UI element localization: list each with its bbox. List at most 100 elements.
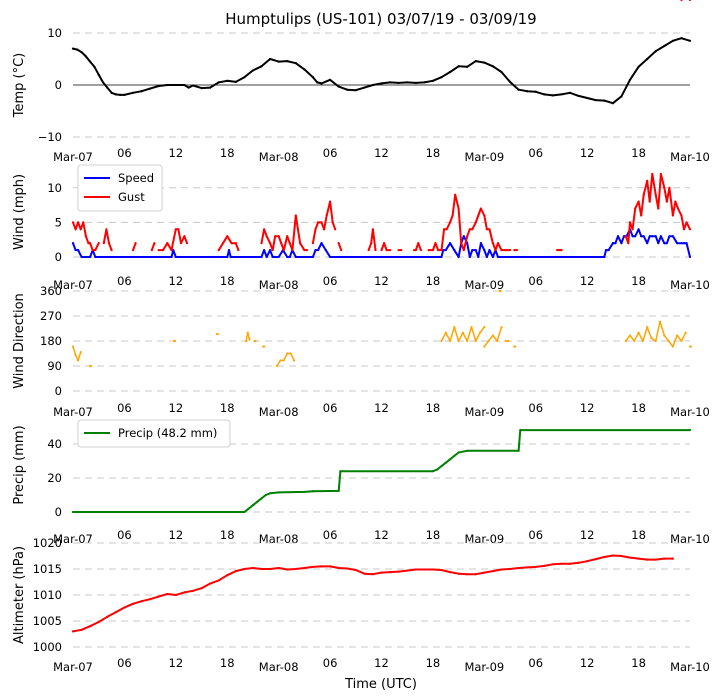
data-point xyxy=(397,570,400,573)
data-point xyxy=(320,82,323,85)
data-point xyxy=(173,339,177,343)
data-point xyxy=(654,558,657,561)
x-tick-label: 06 xyxy=(323,146,338,160)
series-gust-line xyxy=(624,172,691,245)
data-point xyxy=(84,235,87,238)
legend-box xyxy=(77,419,231,448)
data-point xyxy=(89,60,92,63)
data-point xyxy=(71,345,75,348)
series-gust-line xyxy=(158,228,188,252)
data-point xyxy=(674,200,677,203)
data-point xyxy=(457,339,460,343)
data-point xyxy=(453,248,456,252)
data-point xyxy=(448,339,452,343)
data-point xyxy=(254,339,257,343)
data-point xyxy=(71,47,75,50)
data-point xyxy=(334,228,337,231)
data-point xyxy=(311,76,315,79)
data-point xyxy=(131,91,135,94)
legend-entry: Precip (48.2 mm) xyxy=(118,426,217,440)
data-point xyxy=(268,492,272,495)
data-point xyxy=(684,331,687,334)
series-gust-line xyxy=(217,235,240,251)
data-point xyxy=(262,228,266,231)
data-point xyxy=(417,242,420,245)
data-point xyxy=(105,228,108,231)
x-tick-label: 18 xyxy=(426,401,441,415)
data-point xyxy=(526,90,529,93)
data-point xyxy=(663,186,666,189)
data-point xyxy=(260,567,263,571)
x-tick-label: 18 xyxy=(220,528,235,542)
data-point xyxy=(280,242,283,245)
series-altimeter-line xyxy=(72,554,673,633)
data-point xyxy=(294,255,297,259)
data-point xyxy=(577,561,580,564)
data-point xyxy=(628,78,632,81)
data-point xyxy=(209,86,212,89)
data-point xyxy=(427,248,430,252)
data-point xyxy=(277,235,280,238)
data-point xyxy=(286,235,289,238)
data-point xyxy=(371,228,375,231)
data-point xyxy=(558,248,561,252)
data-point xyxy=(286,255,289,259)
data-point xyxy=(292,359,296,362)
x-tick-label: Mar-07 xyxy=(53,532,93,546)
x-tick-label: Mar-07 xyxy=(53,660,93,674)
data-point xyxy=(397,81,400,85)
data-point xyxy=(82,221,85,224)
panel-winddir: 360 270 180 90 0 Mar-07 06 12 18 Mar-08 06 12 18 Mar-… xyxy=(12,284,710,419)
data-point xyxy=(654,193,657,196)
data-point xyxy=(671,39,674,42)
data-point xyxy=(157,248,160,252)
data-point xyxy=(251,69,255,72)
x-tick-label: Mar-09 xyxy=(464,660,504,674)
data-point xyxy=(468,255,471,259)
data-point xyxy=(491,242,495,245)
data-point xyxy=(431,79,435,82)
y-tick-label: 40 xyxy=(47,437,62,451)
data-point xyxy=(150,248,153,252)
data-point xyxy=(440,248,443,252)
data-point xyxy=(260,255,263,259)
data-point xyxy=(586,96,589,100)
data-point xyxy=(466,573,469,576)
x-tick-label: 06 xyxy=(528,656,543,670)
data-point xyxy=(500,248,503,252)
data-point xyxy=(256,500,259,503)
data-point xyxy=(77,359,80,362)
data-point xyxy=(322,228,326,231)
data-point xyxy=(637,200,640,203)
data-point xyxy=(620,554,623,558)
data-point xyxy=(200,87,203,90)
data-point xyxy=(640,214,643,217)
data-point xyxy=(491,255,495,259)
data-point xyxy=(654,339,657,343)
data-point xyxy=(440,255,443,259)
data-point xyxy=(170,248,173,252)
y-tick-label: 0 xyxy=(55,384,62,398)
data-point xyxy=(431,470,435,473)
data-point xyxy=(172,248,175,252)
data-point xyxy=(314,228,317,231)
data-point xyxy=(337,85,340,88)
data-point xyxy=(388,248,392,252)
data-point xyxy=(665,200,668,203)
data-point xyxy=(406,569,409,572)
data-point xyxy=(183,591,186,594)
data-point xyxy=(414,81,417,85)
data-point xyxy=(448,571,452,574)
data-point xyxy=(474,573,477,576)
data-point xyxy=(603,255,606,259)
y-tick-label: 270 xyxy=(40,309,62,323)
data-point xyxy=(637,228,640,231)
data-point xyxy=(271,255,274,259)
data-point xyxy=(328,200,332,203)
x-tick-label: Mar-09 xyxy=(464,278,504,292)
data-point xyxy=(166,592,169,596)
data-point xyxy=(496,255,500,259)
data-point xyxy=(179,242,183,245)
data-point xyxy=(286,568,289,571)
